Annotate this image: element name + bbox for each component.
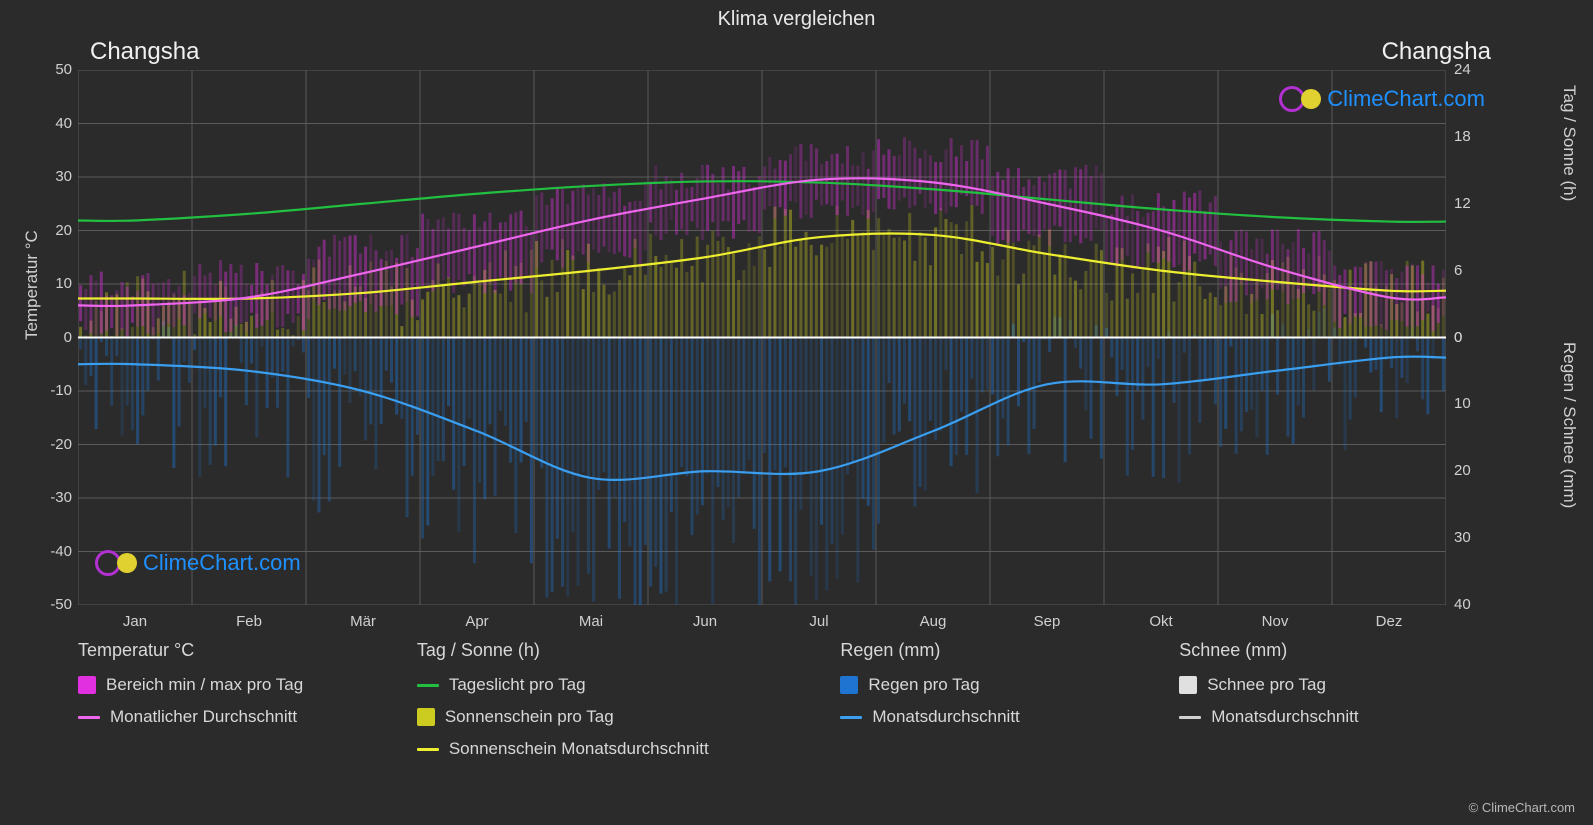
y-axis-right-top-label: Tag / Sonne (h) (1559, 85, 1579, 201)
legend-head: Tag / Sonne (h) (417, 640, 841, 661)
legend-label: Monatlicher Durchschnitt (110, 707, 297, 727)
month-tick: Nov (1245, 613, 1305, 630)
y-right-top-tick: 12 (1454, 195, 1471, 212)
logo-top-right: ClimeChart.com (1279, 86, 1485, 112)
legend-head: Temperatur °C (78, 640, 417, 661)
legend-item: Monatsdurchschnitt (1179, 707, 1518, 727)
y-axis-right-bottom-label: Regen / Schnee (mm) (1559, 342, 1579, 508)
legend-swatch (1179, 676, 1197, 694)
legend-head: Regen (mm) (840, 640, 1179, 661)
legend-column: Schnee (mm) Schnee pro Tag Monatsdurchschn… (1179, 640, 1518, 771)
legend-swatch (417, 748, 439, 751)
legend-swatch (1179, 716, 1201, 719)
y-left-tick: 10 (32, 275, 72, 292)
logo-bottom-left: ClimeChart.com (95, 550, 301, 576)
y-right-top-tick: 24 (1454, 61, 1471, 78)
y-left-tick: -50 (32, 596, 72, 613)
legend-swatch (78, 676, 96, 694)
legend-swatch (840, 676, 858, 694)
legend-swatch (840, 716, 862, 719)
y-left-tick: -30 (32, 489, 72, 506)
y-left-tick: -40 (32, 543, 72, 560)
logo-sun-icon (117, 553, 137, 573)
month-tick: Mär (333, 613, 393, 630)
legend-label: Schnee pro Tag (1207, 675, 1326, 695)
legend-column: Temperatur °C Bereich min / max pro Tag Mo… (78, 640, 417, 771)
legend-label: Sonnenschein Monatsdurchschnitt (449, 739, 709, 759)
legend-swatch (417, 684, 439, 687)
y-right-bottom-tick: 40 (1454, 596, 1471, 613)
y-left-tick: -10 (32, 382, 72, 399)
legend-item: Sonnenschein pro Tag (417, 707, 841, 727)
location-right: Changsha (1382, 38, 1491, 66)
legend-item: Monatsdurchschnitt (840, 707, 1179, 727)
legend-item: Regen pro Tag (840, 675, 1179, 695)
legend-swatch (417, 708, 435, 726)
y-right-bottom-tick: 20 (1454, 462, 1471, 479)
y-right-bottom-tick: 30 (1454, 529, 1471, 546)
legend-column: Regen (mm) Regen pro Tag Monatsdurchschnit… (840, 640, 1179, 771)
legend-item: Monatlicher Durchschnitt (78, 707, 417, 727)
y-left-tick: 30 (32, 168, 72, 185)
logo-text: ClimeChart.com (1327, 86, 1485, 112)
legend-label: Sonnenschein pro Tag (445, 707, 614, 727)
legend-item: Tageslicht pro Tag (417, 675, 841, 695)
y-left-tick: 20 (32, 222, 72, 239)
legend-swatch (78, 716, 100, 719)
legend-column: Tag / Sonne (h) Tageslicht pro Tag Sonnens… (417, 640, 841, 771)
legend-head: Schnee (mm) (1179, 640, 1518, 661)
y-right-bottom-tick: 10 (1454, 395, 1471, 412)
month-tick: Jul (789, 613, 849, 630)
y-left-tick: 0 (32, 329, 72, 346)
copyright: © ClimeChart.com (1469, 800, 1575, 815)
month-tick: Dez (1359, 613, 1419, 630)
month-tick: Okt (1131, 613, 1191, 630)
logo-sun-icon (1301, 89, 1321, 109)
month-tick: Aug (903, 613, 963, 630)
y-right-top-tick: 18 (1454, 128, 1471, 145)
legend-label: Tageslicht pro Tag (449, 675, 586, 695)
month-tick: Jun (675, 613, 735, 630)
legend-item: Schnee pro Tag (1179, 675, 1518, 695)
legend-label: Monatsdurchschnitt (1211, 707, 1358, 727)
y-left-tick: 40 (32, 115, 72, 132)
chart-container: Klima vergleichen Changsha Changsha Temp… (0, 0, 1593, 825)
y-left-tick: 50 (32, 61, 72, 78)
chart-title: Klima vergleichen (0, 8, 1593, 31)
legend-item: Bereich min / max pro Tag (78, 675, 417, 695)
logo-text: ClimeChart.com (143, 550, 301, 576)
plot-area (78, 70, 1446, 605)
y-left-tick: -20 (32, 436, 72, 453)
month-tick: Feb (219, 613, 279, 630)
month-tick: Sep (1017, 613, 1077, 630)
legend-label: Monatsdurchschnitt (872, 707, 1019, 727)
month-tick: Jan (105, 613, 165, 630)
legend-label: Bereich min / max pro Tag (106, 675, 303, 695)
month-tick: Apr (447, 613, 507, 630)
location-left: Changsha (90, 38, 199, 66)
legend-label: Regen pro Tag (868, 675, 979, 695)
y-right-top-tick: 6 (1454, 262, 1462, 279)
y-right-bottom-tick: 0 (1454, 329, 1462, 346)
legend-item: Sonnenschein Monatsdurchschnitt (417, 739, 841, 759)
month-tick: Mai (561, 613, 621, 630)
legend: Temperatur °C Bereich min / max pro Tag Mo… (78, 640, 1518, 771)
